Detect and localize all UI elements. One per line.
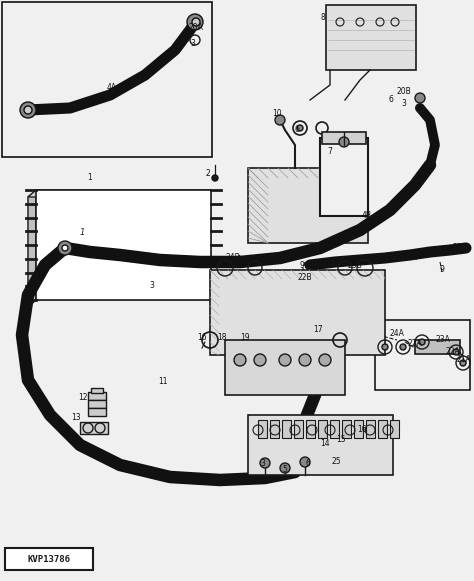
Text: 3: 3: [191, 38, 195, 48]
Text: 6: 6: [389, 95, 393, 105]
Text: 11: 11: [158, 378, 168, 386]
Bar: [366, 420, 375, 438]
Circle shape: [187, 14, 203, 30]
Bar: [36, 190, 211, 300]
Circle shape: [415, 93, 425, 103]
Circle shape: [280, 463, 290, 473]
Text: 1: 1: [80, 228, 85, 237]
Text: 9: 9: [439, 266, 445, 274]
Bar: [225, 340, 345, 395]
Bar: [248, 168, 368, 243]
Text: 1: 1: [88, 174, 92, 182]
Text: 2: 2: [206, 170, 210, 178]
Text: 22A: 22A: [446, 347, 460, 357]
Bar: [390, 420, 399, 438]
Circle shape: [260, 458, 270, 468]
Circle shape: [299, 354, 311, 366]
Text: 9: 9: [300, 260, 304, 270]
Bar: [248, 415, 393, 475]
Text: 23B: 23B: [347, 260, 363, 270]
Circle shape: [192, 18, 200, 26]
Circle shape: [24, 106, 32, 114]
Circle shape: [339, 137, 349, 147]
Text: 3: 3: [150, 281, 155, 289]
Bar: [88, 400, 106, 408]
Bar: [5, 548, 93, 570]
Bar: [320, 138, 368, 216]
Text: 6: 6: [294, 125, 300, 134]
Text: 20B: 20B: [397, 87, 411, 95]
Polygon shape: [28, 190, 36, 307]
Text: 4B: 4B: [362, 210, 372, 220]
Bar: [415, 340, 460, 354]
Bar: [88, 408, 106, 416]
Bar: [282, 420, 291, 438]
Bar: [88, 392, 106, 400]
Text: 12: 12: [78, 393, 88, 403]
Text: 16: 16: [357, 425, 367, 435]
Text: 10: 10: [272, 109, 282, 119]
Circle shape: [275, 115, 285, 125]
Bar: [318, 420, 327, 438]
Bar: [342, 420, 351, 438]
Bar: [326, 5, 416, 70]
Circle shape: [297, 125, 303, 131]
Bar: [294, 420, 303, 438]
Circle shape: [382, 344, 388, 350]
Bar: [330, 420, 339, 438]
Bar: [270, 420, 279, 438]
Text: 13: 13: [71, 414, 81, 422]
Text: 16: 16: [197, 332, 207, 342]
Text: 21A: 21A: [456, 356, 471, 364]
Bar: [80, 422, 108, 434]
Text: 3: 3: [261, 458, 265, 468]
Text: 6: 6: [306, 458, 310, 468]
Text: 23A: 23A: [436, 335, 450, 345]
Text: 21B: 21B: [453, 243, 467, 253]
Text: 4A: 4A: [107, 84, 117, 92]
Text: 22A: 22A: [408, 339, 422, 347]
Text: 7: 7: [328, 148, 332, 156]
Bar: [2, 2, 212, 157]
Text: 14: 14: [320, 439, 330, 447]
Text: 18: 18: [217, 333, 227, 343]
Circle shape: [234, 354, 246, 366]
Circle shape: [20, 102, 36, 118]
Bar: [91, 388, 103, 393]
Circle shape: [300, 457, 310, 467]
Text: 24B: 24B: [226, 253, 240, 263]
Circle shape: [62, 245, 68, 251]
Text: 19: 19: [240, 333, 250, 343]
Circle shape: [453, 349, 459, 355]
Text: 5: 5: [283, 465, 287, 475]
Circle shape: [460, 360, 466, 366]
Circle shape: [279, 354, 291, 366]
Bar: [378, 420, 387, 438]
Circle shape: [58, 241, 72, 255]
Circle shape: [212, 175, 218, 181]
Text: 22B: 22B: [298, 272, 312, 282]
Text: 15: 15: [336, 436, 346, 444]
Bar: [354, 420, 363, 438]
Text: 17: 17: [313, 325, 323, 335]
Circle shape: [400, 344, 406, 350]
Bar: [306, 420, 315, 438]
Polygon shape: [28, 190, 211, 197]
Circle shape: [254, 354, 266, 366]
Text: 20A: 20A: [189, 23, 203, 33]
Text: 25: 25: [331, 457, 341, 467]
Bar: [258, 420, 267, 438]
Text: KVP13786: KVP13786: [27, 554, 71, 564]
Bar: [210, 270, 385, 355]
Circle shape: [419, 339, 425, 345]
Text: 22B: 22B: [409, 250, 423, 260]
Text: 3: 3: [401, 99, 406, 107]
Text: 8: 8: [320, 13, 325, 23]
Circle shape: [319, 354, 331, 366]
Bar: [375, 320, 470, 390]
Bar: [322, 132, 366, 144]
Text: 24A: 24A: [390, 328, 404, 338]
